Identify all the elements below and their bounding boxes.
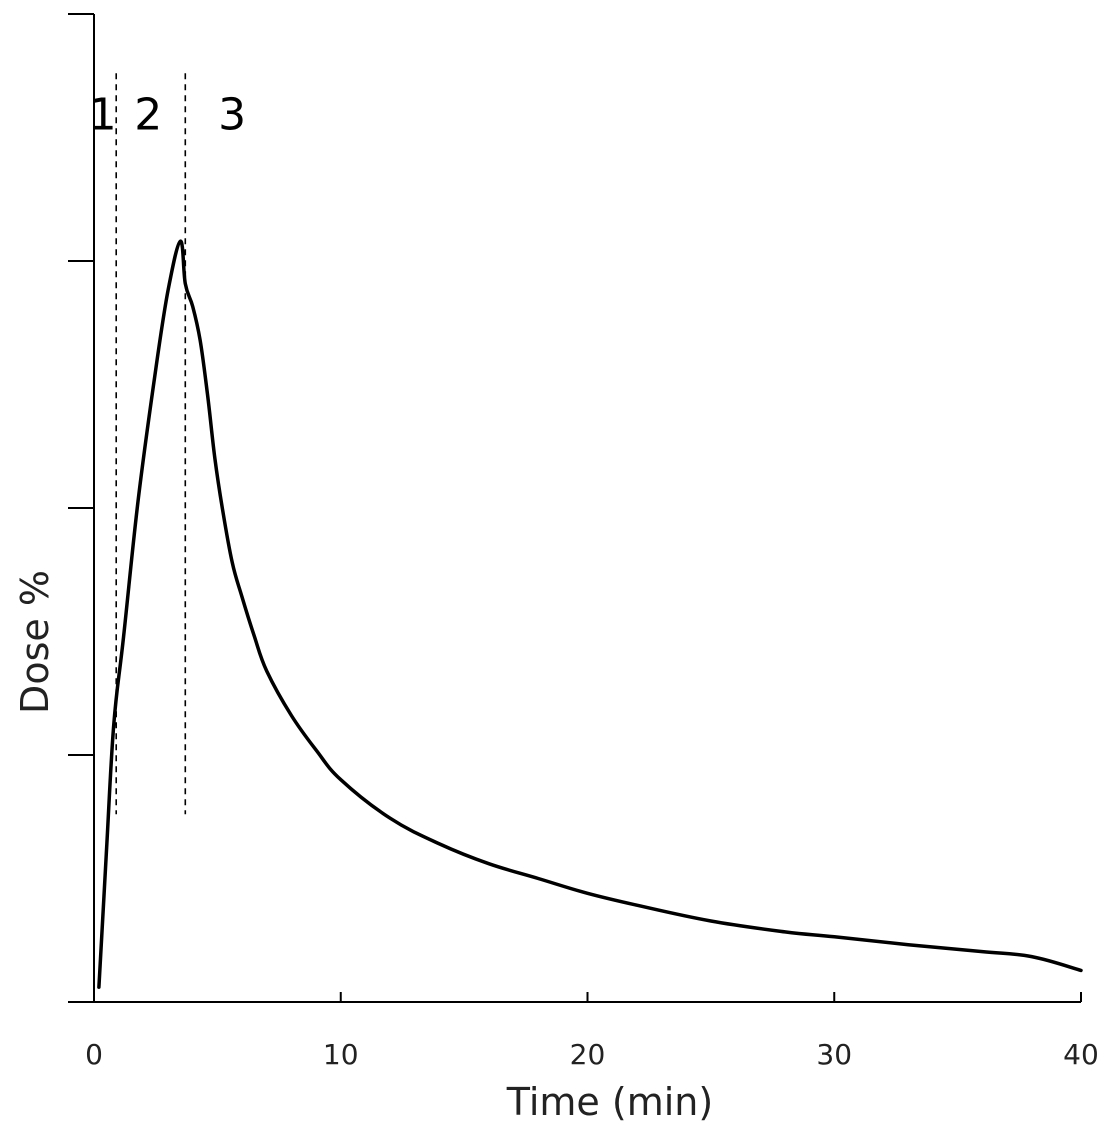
y-axis-title: Dose %	[13, 570, 57, 714]
x-tick-label: 40	[1063, 1038, 1099, 1071]
series-layer	[97, 239, 1083, 989]
phase-label: 3	[218, 90, 246, 141]
x-tick-label: 30	[816, 1038, 852, 1071]
x-tick-label: 20	[570, 1038, 606, 1071]
phase-label: 2	[134, 90, 162, 141]
x-axis-title: Time (min)	[506, 1080, 713, 1124]
x-tick-label: 10	[323, 1038, 359, 1071]
labels: Time (min) Dose %	[13, 570, 713, 1124]
dose-curve	[97, 239, 1083, 989]
axes: 0 10 20 30 40	[68, 13, 1099, 1071]
x-tick-label: 0	[85, 1038, 103, 1071]
phase-label: 1	[89, 90, 117, 141]
